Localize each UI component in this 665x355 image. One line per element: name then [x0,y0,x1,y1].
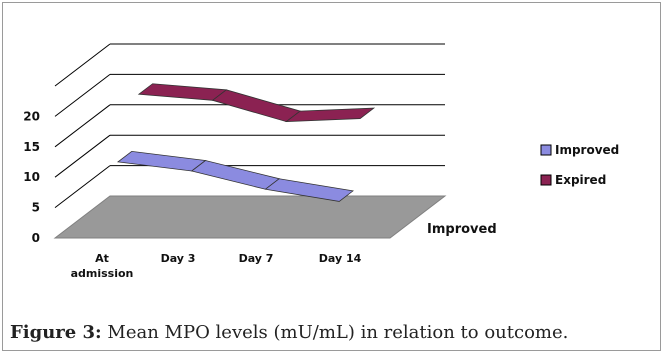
chart-floor [53,195,447,239]
y-axis-ticks: 0 5 10 15 20 [23,109,40,245]
legend-swatch-improved [540,144,552,156]
gridline-side [54,43,111,87]
legend: Improved Expired [540,143,619,187]
figure-frame [2,2,661,351]
floor-plane [53,195,447,239]
ribbon-improved-segment [116,150,207,172]
chart: 0 5 10 15 20 At admission Day 3 Day 7 Day 14 Imp… [23,43,619,280]
y-tick-label: 0 [32,231,40,245]
ribbon-improved-segment [264,178,354,202]
x-category-label: Day 14 [319,252,362,265]
series-ribbons [116,83,376,202]
y-tick-label: 15 [23,140,40,154]
y-tick-label: 10 [23,170,40,184]
caption-label: Figure 3: [10,322,102,343]
figure-caption: Figure 3: Mean MPO levels (mU/mL) in rel… [10,322,568,343]
y-tick-label: 20 [23,109,40,123]
x-category-label: Day 3 [161,252,196,265]
legend-label-expired: Expired [555,173,606,187]
gridline-side [54,165,111,208]
gridline-side [54,134,111,178]
x-category-label: At admission [71,252,134,280]
ribbon-expired-segment [137,83,228,101]
legend-label-improved: Improved [555,143,619,157]
gridline-side [54,74,111,117]
x-category-label: Day 7 [239,252,274,265]
ribbon-expired-segment [285,107,376,123]
ribbon-improved-segment [190,160,281,190]
grid-lines [54,43,445,208]
ribbon-expired-segment [211,89,301,123]
y-tick-label: 5 [32,201,40,215]
x-axis-categories: At admission Day 3 Day 7 Day 14 [71,252,362,280]
legend-swatch-expired [540,174,552,186]
gridline-side [54,104,111,148]
caption-text: Mean MPO levels (mU/mL) in relation to o… [101,322,569,343]
depth-axis-label: Improved [427,222,497,237]
